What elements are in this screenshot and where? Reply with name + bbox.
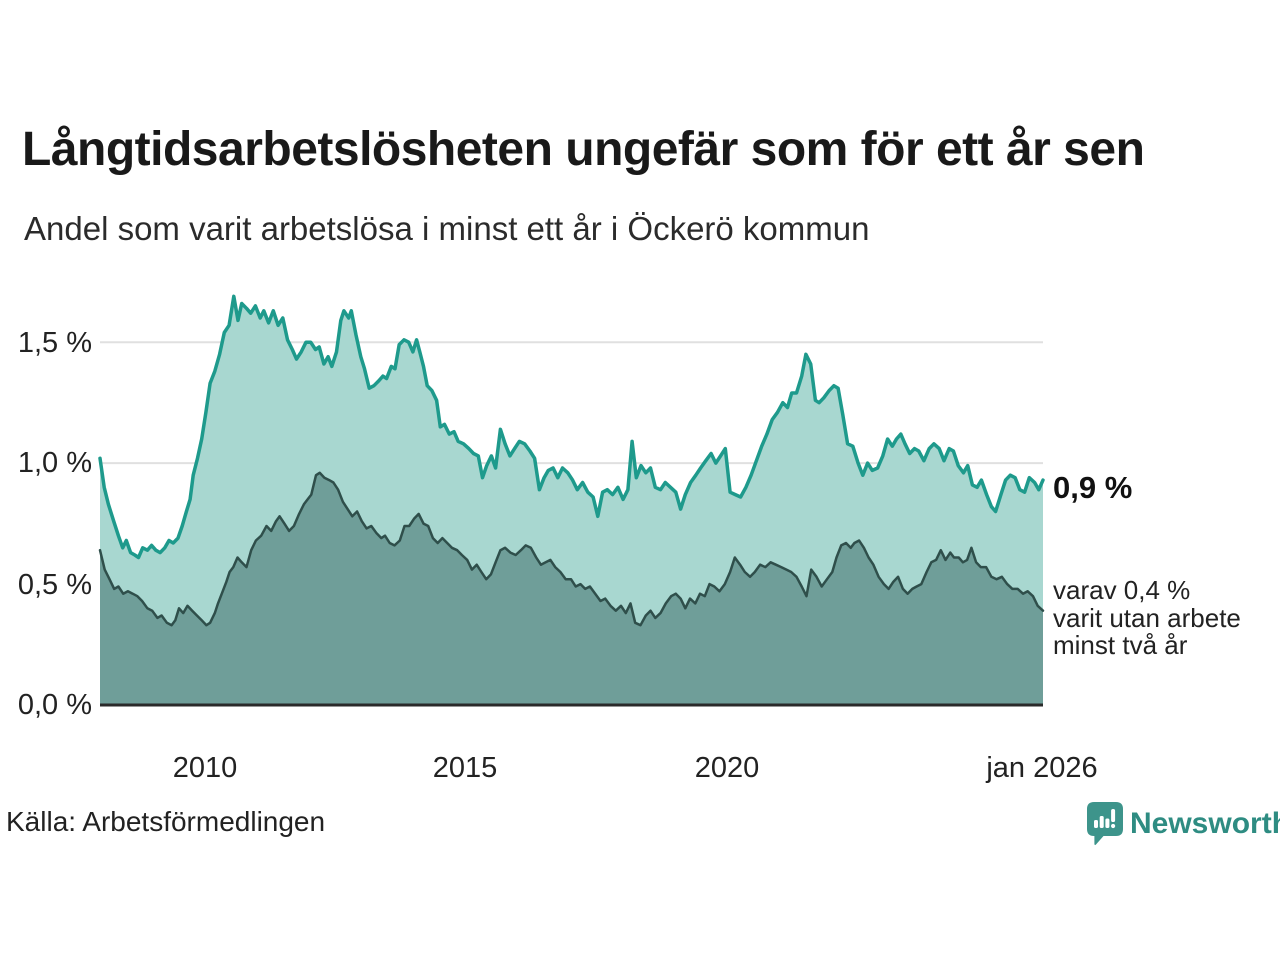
unemployment-area-chart: 1,5 % 1,0 % 0,5 % 0,0 % 2010 2015 2020 j… — [0, 260, 1280, 790]
x-tick-label-2010: 2010 — [172, 752, 238, 784]
source-text: Källa: Arbetsförmedlingen — [6, 806, 326, 837]
y-tick-label-1-5: 1,5 % — [17, 327, 92, 359]
latest-value-annotation: 0,9 % — [1053, 470, 1133, 505]
newsworthy-icon — [1087, 802, 1123, 846]
line-one-year-plus — [98, 294, 1045, 560]
y-tick-label-1-0: 1,0 % — [17, 447, 92, 479]
area-two-year-plus — [100, 472, 1043, 705]
y-tick-label-0-5: 0,5 % — [17, 569, 92, 601]
x-tick-label-2020: 2020 — [694, 752, 760, 784]
x-tick-label-jan-2026: jan 2026 — [986, 752, 1098, 784]
page-subtitle: Andel som varit arbetslösa i minst ett å… — [24, 210, 870, 247]
newsworthy-logo-text: Newsworthy — [1130, 807, 1280, 840]
newsworthy-logo: Newsworthy — [1086, 801, 1280, 851]
line-two-year-plus — [98, 471, 1045, 627]
y-tick-label-0-0: 0,0 % — [17, 689, 92, 721]
page-title: Långtidsarbetslösheten ungefär som för e… — [22, 123, 1145, 176]
two-year-note-annotation: varav 0,4 % varit utan arbete minst två … — [1053, 575, 1241, 660]
x-tick-label-2015: 2015 — [432, 752, 498, 784]
